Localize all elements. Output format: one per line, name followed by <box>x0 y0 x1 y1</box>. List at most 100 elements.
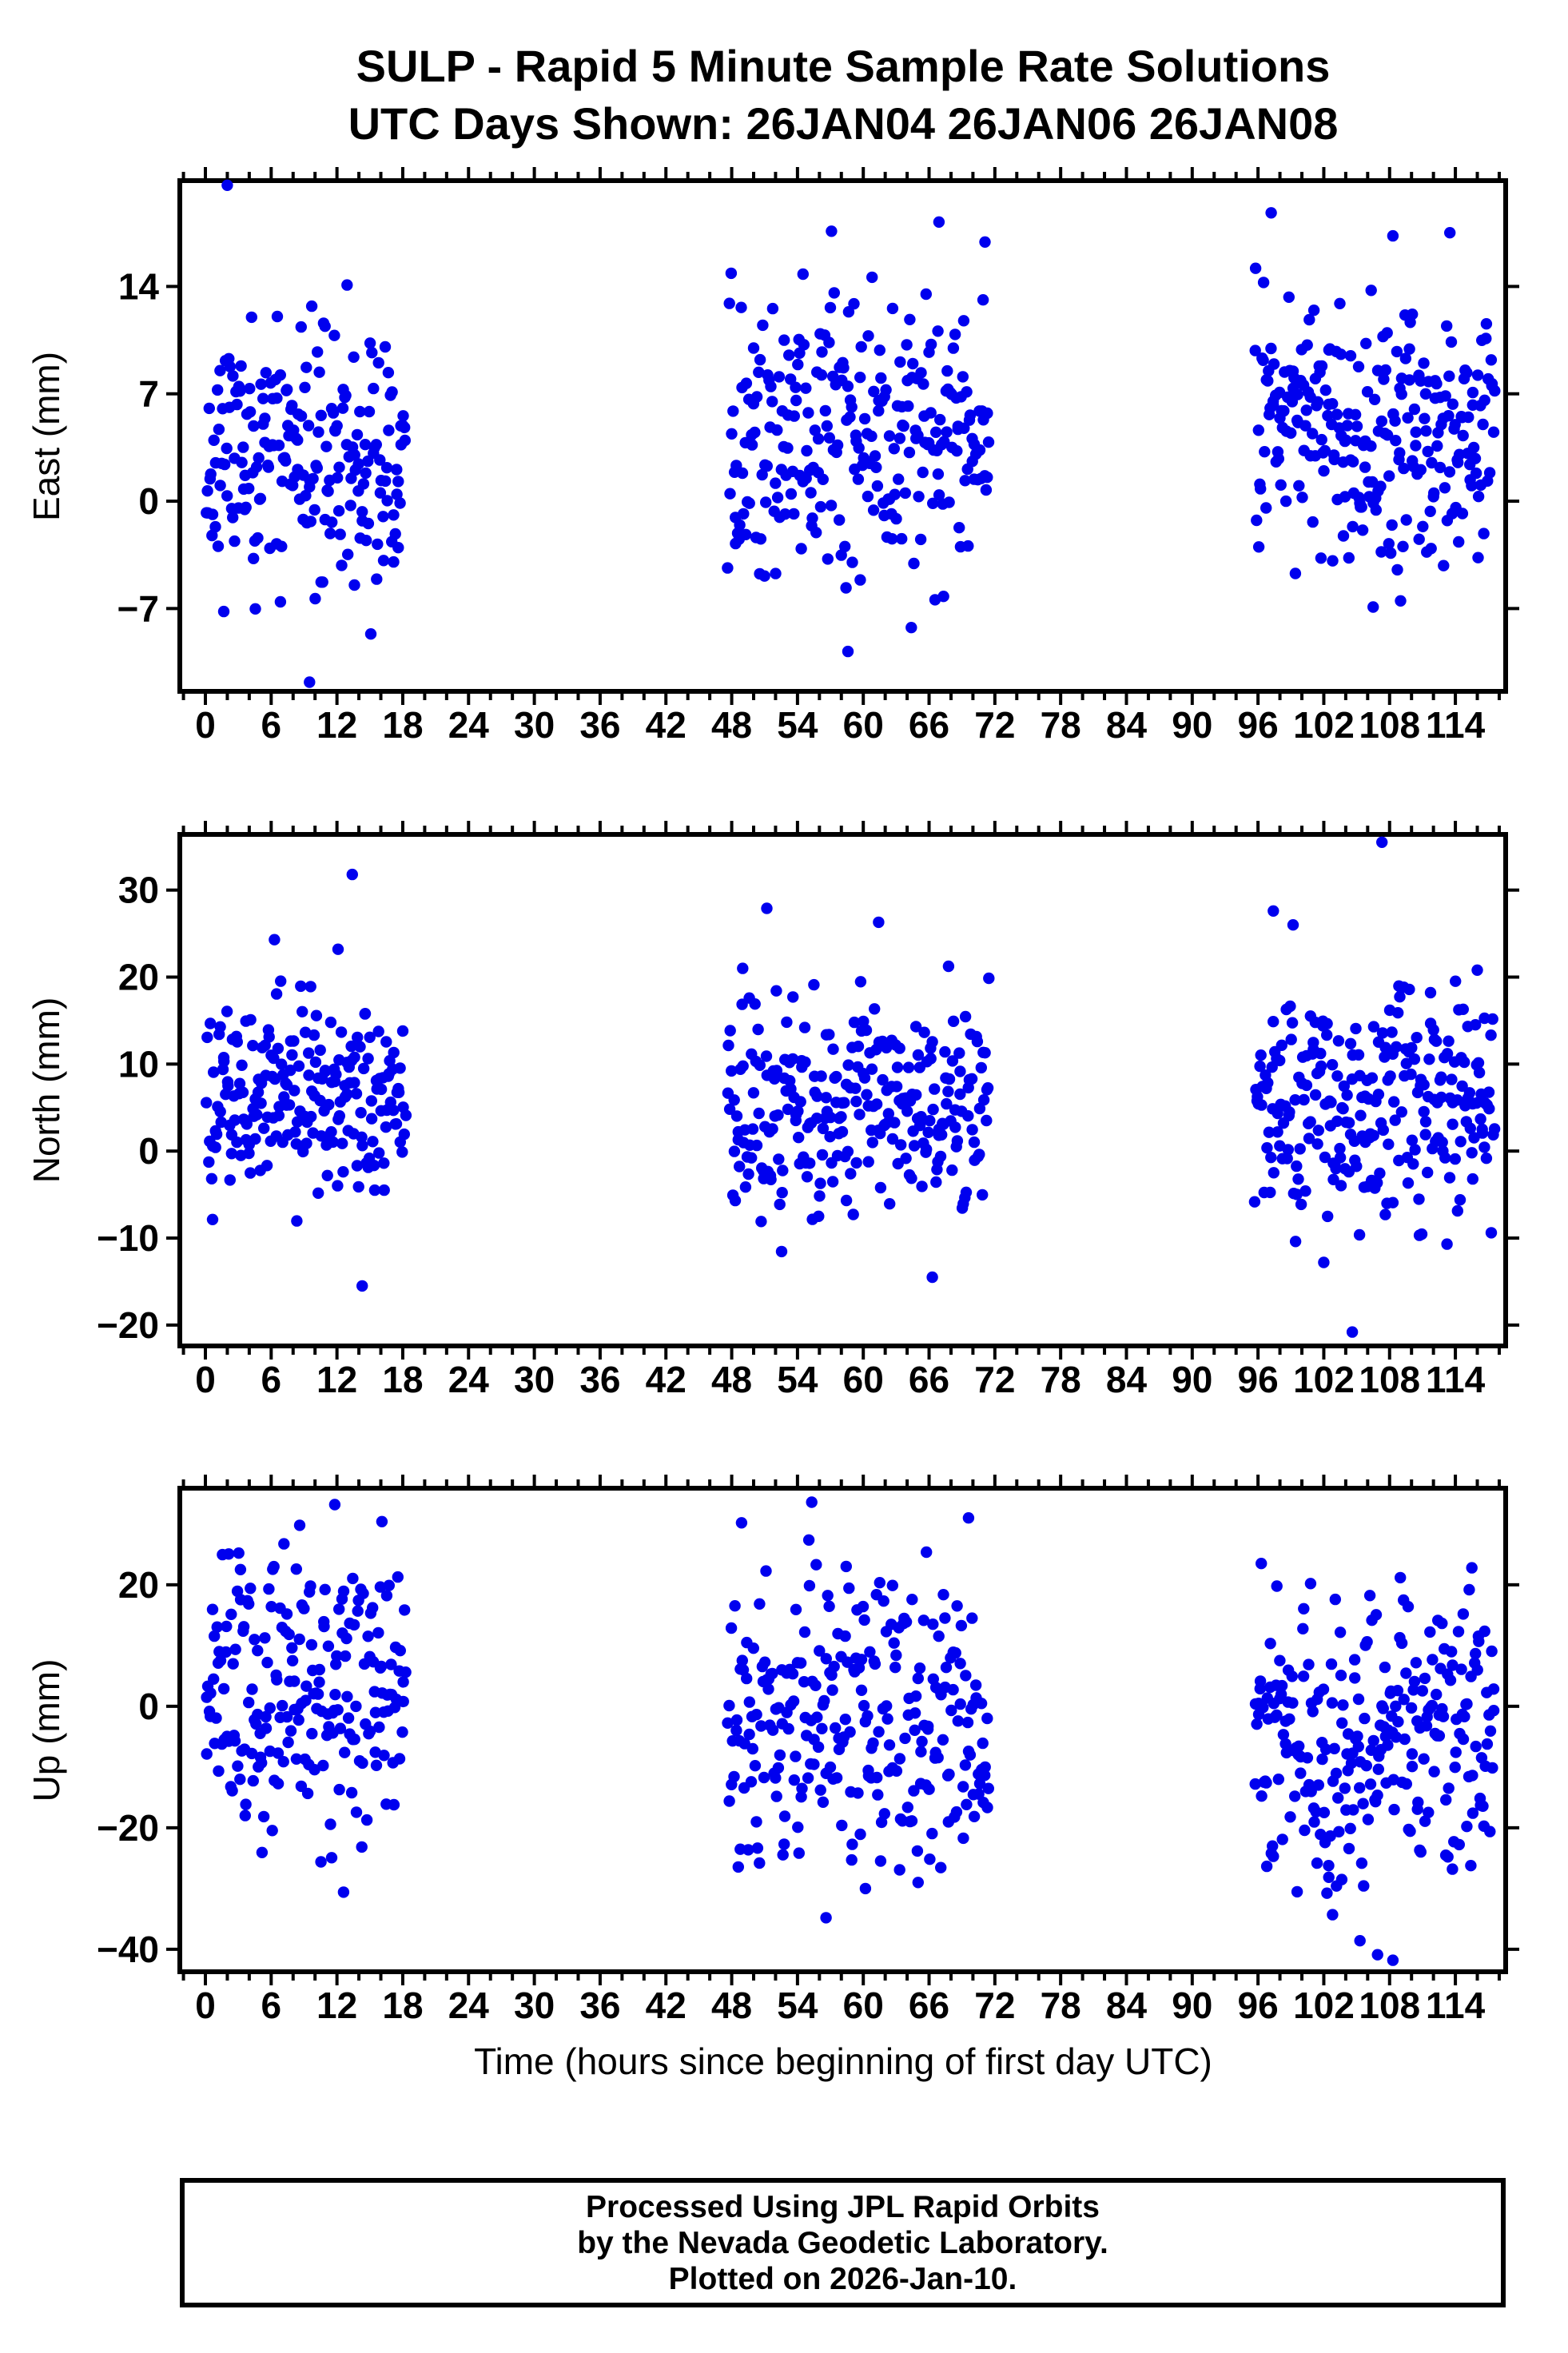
data-point <box>790 394 802 407</box>
data-point <box>332 1704 344 1716</box>
x-tick-label: 54 <box>777 1985 818 2026</box>
data-point <box>1394 447 1406 459</box>
data-point <box>933 489 945 501</box>
data-point <box>842 1145 854 1158</box>
data-point <box>951 1600 963 1612</box>
footer-line-3: Plotted on 2026-Jan-10. <box>668 2261 1017 2296</box>
data-point <box>352 1031 364 1044</box>
data-point <box>754 1598 766 1610</box>
footer-box: Processed Using JPL Rapid Orbits by the … <box>180 2178 1506 2307</box>
data-point <box>304 1580 316 1592</box>
data-point <box>205 1017 217 1029</box>
data-point <box>940 1662 953 1674</box>
data-point <box>220 1646 232 1658</box>
data-point <box>724 1025 736 1037</box>
plot-frame <box>177 832 1508 1348</box>
data-point <box>941 1097 953 1110</box>
data-point <box>785 373 797 385</box>
data-point <box>1272 452 1285 465</box>
data-point <box>1325 1658 1338 1670</box>
data-point <box>762 1683 774 1695</box>
x-tick-label: 6 <box>261 1985 282 2026</box>
data-point <box>245 311 257 324</box>
x-tick-label: 48 <box>711 704 752 746</box>
data-point <box>350 1806 363 1818</box>
data-point <box>1442 1851 1454 1863</box>
data-point <box>1446 1073 1458 1085</box>
data-point <box>741 1672 753 1685</box>
data-point <box>855 1654 868 1666</box>
data-point <box>368 1184 381 1196</box>
data-point <box>1257 354 1269 366</box>
data-point <box>890 1765 903 1777</box>
data-point <box>380 1036 392 1048</box>
data-point <box>1382 1739 1394 1751</box>
data-point <box>840 582 852 594</box>
data-point <box>342 1712 355 1724</box>
data-point <box>947 1015 960 1028</box>
data-point <box>752 1023 764 1036</box>
data-point <box>1408 403 1421 416</box>
data-point <box>765 380 777 392</box>
data-point <box>758 1656 771 1668</box>
data-point <box>787 1695 800 1707</box>
data-point <box>1294 1143 1306 1155</box>
data-point <box>770 477 782 489</box>
data-point <box>329 1689 341 1701</box>
data-point <box>739 1181 752 1193</box>
data-point <box>376 1515 388 1528</box>
data-point <box>1470 1647 1482 1660</box>
data-point <box>1478 1141 1490 1153</box>
data-point <box>388 509 400 521</box>
data-point <box>206 1213 219 1226</box>
data-point <box>252 1086 265 1098</box>
data-point <box>1321 1017 1333 1030</box>
data-point <box>208 1066 220 1078</box>
data-point <box>360 535 372 547</box>
data-point <box>333 1110 345 1122</box>
data-point <box>1341 1089 1353 1101</box>
data-point <box>362 1630 374 1642</box>
data-point <box>1391 563 1403 576</box>
data-point <box>957 1832 969 1845</box>
data-point <box>1381 327 1393 339</box>
data-point <box>941 364 953 377</box>
data-point <box>788 410 800 422</box>
x-tick-label: 12 <box>316 704 357 746</box>
data-point <box>377 511 389 523</box>
data-point <box>274 595 287 608</box>
x-tick-label: 84 <box>1106 1985 1148 2026</box>
data-point <box>855 340 867 353</box>
data-point <box>835 549 847 561</box>
data-point <box>394 1062 406 1074</box>
data-point <box>848 297 860 310</box>
data-point <box>334 1722 347 1734</box>
data-point <box>269 934 281 946</box>
data-point <box>1298 1093 1310 1106</box>
data-point <box>1260 502 1272 514</box>
data-point <box>962 1110 974 1122</box>
data-point <box>375 1660 388 1673</box>
data-point <box>299 1026 312 1038</box>
data-point <box>1353 1228 1366 1241</box>
data-point <box>1347 1804 1359 1816</box>
data-point <box>1284 1811 1296 1823</box>
x-tick-label: 30 <box>514 1359 555 1400</box>
x-tick-label: 96 <box>1238 704 1279 746</box>
data-point <box>860 1024 873 1037</box>
data-point <box>221 179 233 191</box>
data-point <box>324 1818 336 1830</box>
data-point <box>1449 1153 1462 1165</box>
data-point <box>821 420 834 432</box>
data-point <box>765 1173 777 1186</box>
data-point <box>921 1143 933 1156</box>
data-point <box>1287 1697 1299 1709</box>
data-point <box>396 1146 408 1158</box>
data-point <box>364 1725 376 1738</box>
data-point <box>770 1790 782 1802</box>
data-point <box>260 1710 272 1723</box>
data-point <box>391 488 403 500</box>
data-point <box>392 476 404 488</box>
data-point <box>1470 1097 1482 1109</box>
data-point <box>729 1600 741 1612</box>
